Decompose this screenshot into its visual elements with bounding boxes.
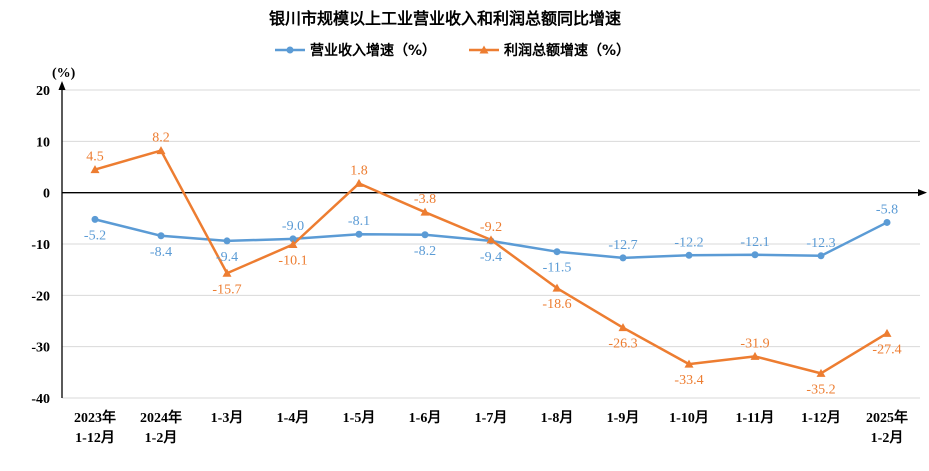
y-tick-label: -10 — [31, 238, 50, 253]
x-tick-label: 2025年 1-2月 — [866, 409, 908, 446]
data-point — [685, 251, 693, 259]
y-tick-labels: 20 10 0 -10 -20 -30 -40 — [31, 84, 50, 407]
y-tick-label: -30 — [31, 341, 50, 356]
axes — [58, 81, 927, 398]
data-point — [355, 230, 363, 238]
data-point — [750, 351, 760, 360]
legend-label-profit: 利润总额增速（%） — [504, 42, 630, 59]
x-tick-label: 1-10月 — [669, 410, 709, 426]
legend-label-revenue: 营业收入增速（%） — [310, 42, 436, 59]
y-tick-label: -20 — [31, 289, 50, 304]
data-point — [684, 359, 694, 368]
data-point — [288, 240, 298, 249]
data-label: -31.9 — [740, 336, 769, 351]
x-tick-label: 2024年 1-2月 — [140, 409, 182, 446]
data-point — [420, 207, 430, 216]
data-label: -35.2 — [806, 382, 835, 397]
data-point — [619, 254, 627, 262]
data-label: -12.1 — [740, 235, 769, 250]
x-axis-arrow — [918, 189, 927, 197]
series-markers — [90, 146, 892, 377]
data-point — [91, 215, 99, 223]
data-point — [157, 232, 165, 240]
x-tick-labels: 2023年 1-12月 2024年 1-2月 1-3月 1-4月 1-5月 1-6月 1-7月 1… — [74, 409, 908, 446]
data-point — [354, 178, 364, 187]
x-tick-label: 1-4月 — [277, 410, 310, 426]
data-point — [882, 328, 892, 337]
data-point — [486, 235, 496, 244]
data-label: -9.4 — [480, 250, 502, 265]
data-label: 4.5 — [86, 150, 104, 165]
data-point — [156, 146, 166, 155]
data-point — [817, 252, 825, 260]
data-label: -10.1 — [278, 254, 307, 269]
data-label: 8.2 — [152, 131, 170, 146]
y-axis-arrow — [58, 81, 66, 90]
x-tick-label: 1-11月 — [736, 410, 775, 426]
data-label: -5.2 — [84, 228, 106, 243]
data-label: -27.4 — [872, 342, 901, 357]
x-tick-label: 1-5月 — [343, 410, 376, 426]
legend: 营业收入增速（%） 利润总额增速（%） — [275, 42, 630, 59]
data-label: -12.7 — [608, 238, 637, 253]
x-tick-label: 1-3月 — [211, 410, 244, 426]
legend-marker-profit — [479, 45, 489, 54]
y-tick-label: 10 — [36, 135, 50, 150]
y-tick-label: -40 — [31, 392, 50, 407]
data-label: -18.6 — [542, 297, 571, 312]
data-point — [289, 235, 297, 243]
data-point — [816, 368, 826, 377]
data-label: -5.8 — [876, 202, 898, 217]
data-label: -9.0 — [282, 219, 304, 234]
data-label: -8.2 — [414, 244, 436, 259]
data-label: -12.2 — [674, 235, 703, 250]
x-tick-label: 1-7月 — [475, 410, 508, 426]
data-label: -8.1 — [348, 214, 370, 229]
data-label: -9.2 — [480, 220, 502, 235]
x-tick-label: 1-12月 — [801, 410, 841, 426]
data-label: -3.8 — [414, 192, 436, 207]
y-tick-label: 20 — [36, 84, 50, 99]
data-label: -8.4 — [150, 245, 172, 260]
data-point — [751, 251, 759, 259]
chart-title: 银川市规模以上工业营业收入和利润总额同比增速 — [269, 9, 621, 28]
data-label: -12.3 — [806, 236, 835, 251]
data-label: -33.4 — [674, 373, 703, 388]
data-point — [90, 165, 100, 174]
data-point — [552, 283, 562, 292]
data-label: -11.5 — [543, 261, 572, 276]
data-label: -15.7 — [212, 282, 241, 297]
data-label: -26.3 — [608, 337, 637, 352]
y-unit-label: (%) — [52, 66, 76, 81]
data-point — [883, 218, 891, 226]
data-label: 1.8 — [350, 163, 368, 178]
legend-marker-revenue — [286, 46, 294, 54]
data-labels: -5.2 -8.4 -9.4 -9.0 -8.1 -8.2 -9.4 -11.5 -12.7 -1… — [84, 131, 902, 398]
data-point — [618, 323, 628, 332]
data-point — [421, 231, 429, 239]
x-tick-label: 1-9月 — [607, 410, 640, 426]
data-point — [553, 248, 561, 256]
data-point — [223, 237, 231, 245]
data-label: -9.4 — [216, 250, 238, 265]
x-tick-label: 1-8月 — [541, 410, 574, 426]
y-tick-label: 0 — [43, 187, 50, 202]
data-point — [222, 268, 232, 277]
x-tick-label: 2023年 1-12月 — [74, 409, 116, 446]
x-tick-label: 1-6月 — [409, 410, 442, 426]
